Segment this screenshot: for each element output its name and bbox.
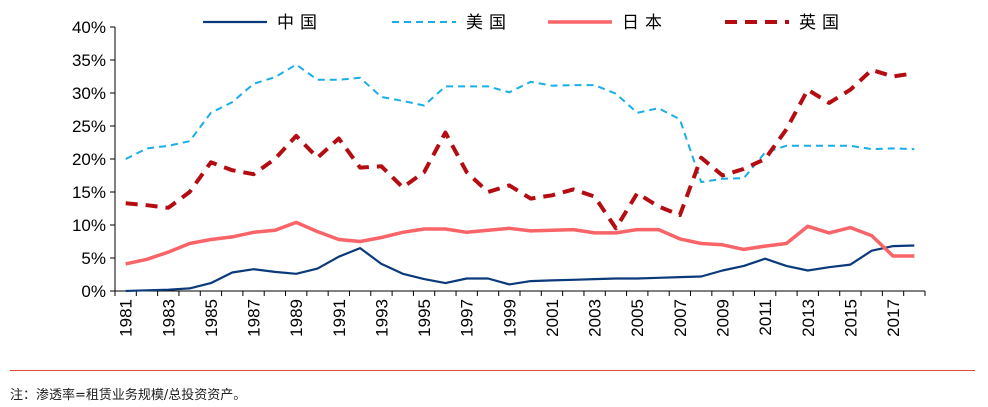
x-tick-label: 1999 [500,299,519,337]
x-tick-label: 2001 [543,299,562,337]
y-tick-label: 0% [81,282,106,301]
x-tick-label: 1987 [245,299,264,337]
x-tick-label: 1993 [372,299,391,337]
legend-label-1: 中国 [277,13,323,32]
x-tick-label: 1985 [202,299,221,337]
series-line-3 [125,220,915,266]
x-tick-label: 1989 [287,299,306,337]
y-tick-label: 30% [72,84,106,103]
legend-label-2: 美国 [466,13,512,32]
x-tick-label: 1995 [415,299,434,337]
y-tick-label: 35% [72,51,106,70]
x-tick-label: 2015 [841,299,860,337]
x-tick-label: 1997 [458,299,477,337]
x-tick-label: 2011 [756,299,775,336]
y-tick-label: 15% [72,183,106,202]
x-tick-label: 2003 [586,299,605,337]
series-line-1 [125,244,915,293]
x-tick-label: 2017 [884,299,903,337]
y-tick-label: 40% [72,18,106,37]
x-tick-label: 2013 [799,299,818,337]
x-tick-label: 1981 [117,299,136,337]
x-tick-label: 1983 [159,299,178,337]
line-chart: 0% 5% 10% 15% 20% 25% 30% 35% 40% 1981 1983 1985 198… [72,13,926,337]
x-tick-label: 2007 [671,299,690,337]
legend-label-4: 英国 [799,13,845,32]
x-tick-label: 2009 [714,299,733,337]
x-tick-label: 1991 [330,299,349,337]
series-line-2 [125,63,915,184]
divider [10,370,975,371]
y-tick-label: 5% [81,249,106,268]
series-line-4 [125,67,915,231]
y-tick-label: 25% [72,117,106,136]
legend-label-3: 日本 [622,13,668,32]
footnote: 注：渗透率=租赁业务规模/总投资资产。 [10,388,247,403]
x-tick-label: 2005 [628,299,647,337]
y-tick-label: 10% [72,216,106,235]
y-tick-label: 20% [72,150,106,169]
